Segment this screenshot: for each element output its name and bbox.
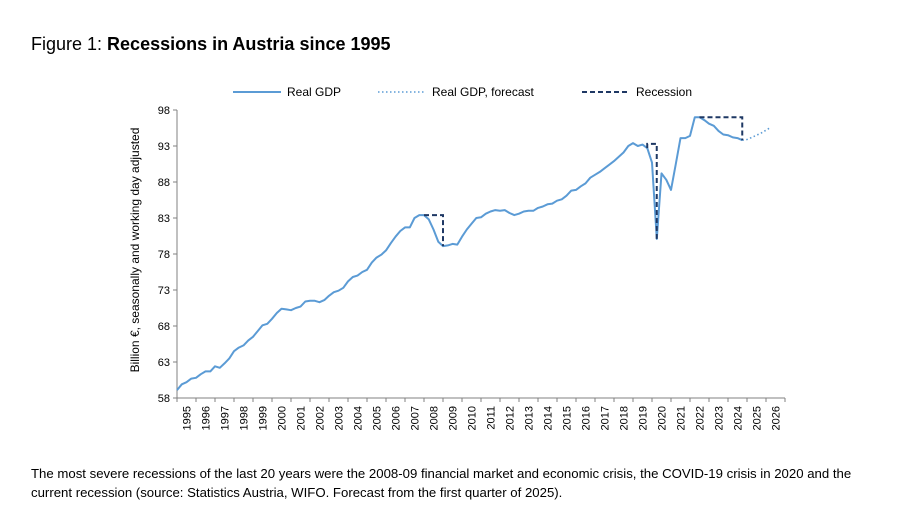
x-tick-label: 2005	[372, 406, 384, 430]
y-tick-label: 83	[158, 213, 170, 225]
x-tick-label: 2013	[524, 406, 536, 430]
figure-caption: The most severe recessions of the last 2…	[31, 466, 852, 500]
recession-marker	[699, 116, 744, 141]
x-tick-label: 2022	[695, 406, 707, 430]
figure-title: Figure 1: Recessions in Austria since 19…	[31, 34, 391, 55]
x-tick-label: 2000	[277, 406, 289, 430]
legend-label: Real GDP	[287, 85, 341, 99]
x-tick-label: 2014	[543, 406, 555, 430]
recession-marker	[646, 142, 658, 239]
figure-title-text: Recessions in Austria since 1995	[107, 34, 391, 54]
y-tick-label: 68	[158, 321, 170, 333]
figure-prefix: Figure 1:	[31, 34, 108, 54]
series-forecast-line	[742, 126, 772, 141]
y-tick-label: 88	[158, 177, 170, 189]
x-tick-label: 2010	[467, 406, 479, 430]
y-tick-label: 98	[158, 105, 170, 117]
x-tick-label: 2002	[315, 406, 327, 430]
recession-marker	[424, 214, 444, 247]
x-tick-label: 2003	[334, 406, 346, 430]
x-tick-label: 2019	[638, 406, 650, 430]
series-gdp-line	[176, 116, 743, 391]
x-tick-label: 2026	[771, 406, 783, 430]
x-tick-label: 2021	[676, 406, 688, 430]
y-axis-label: Billion €, seasonally and working day ad…	[128, 128, 142, 373]
x-tick-label: 1998	[239, 406, 251, 430]
x-tick-label: 1996	[201, 406, 213, 430]
x-tick-label: 2016	[581, 406, 593, 430]
y-tick-label: 93	[158, 141, 170, 153]
recession-layer	[424, 116, 744, 247]
legend-label: Recession	[636, 85, 692, 99]
x-tick-label: 2023	[714, 406, 726, 430]
y-axis: 58 63 68 73 78 83 88 93 98	[158, 105, 178, 405]
x-tick-label: 2012	[505, 406, 517, 430]
x-tick-label: 1995	[182, 406, 194, 430]
x-tick-label: 2018	[619, 406, 631, 430]
x-axis: 1995 1996 1997 1998 1999 2000 2001 2002 2003 2004…	[176, 397, 786, 430]
x-tick-label: 2020	[657, 406, 669, 430]
chart-legend: Real GDP Real GDP, forecast Recession	[233, 85, 692, 99]
x-tick-label: 2006	[391, 406, 403, 430]
y-tick-label: 58	[158, 393, 170, 405]
x-tick-label: 1997	[220, 406, 232, 430]
y-tick-label: 63	[158, 357, 170, 369]
x-tick-label: 2011	[486, 406, 498, 430]
x-tick-label: 2017	[600, 406, 612, 430]
x-tick-label: 2025	[752, 406, 764, 430]
x-tick-label: 2015	[562, 406, 574, 430]
series-layer	[176, 116, 772, 391]
x-tick-label: 2007	[410, 406, 422, 430]
y-tick-label: 78	[158, 249, 170, 261]
legend-label: Real GDP, forecast	[432, 85, 534, 99]
x-tick-label: 1999	[258, 406, 270, 430]
x-tick-label: 2008	[429, 406, 441, 430]
x-tick-label: 2001	[296, 406, 308, 430]
x-tick-label: 2004	[353, 406, 365, 430]
x-tick-label: 2009	[448, 406, 460, 430]
y-tick-label: 73	[158, 285, 170, 297]
x-tick-label: 2024	[733, 406, 745, 430]
